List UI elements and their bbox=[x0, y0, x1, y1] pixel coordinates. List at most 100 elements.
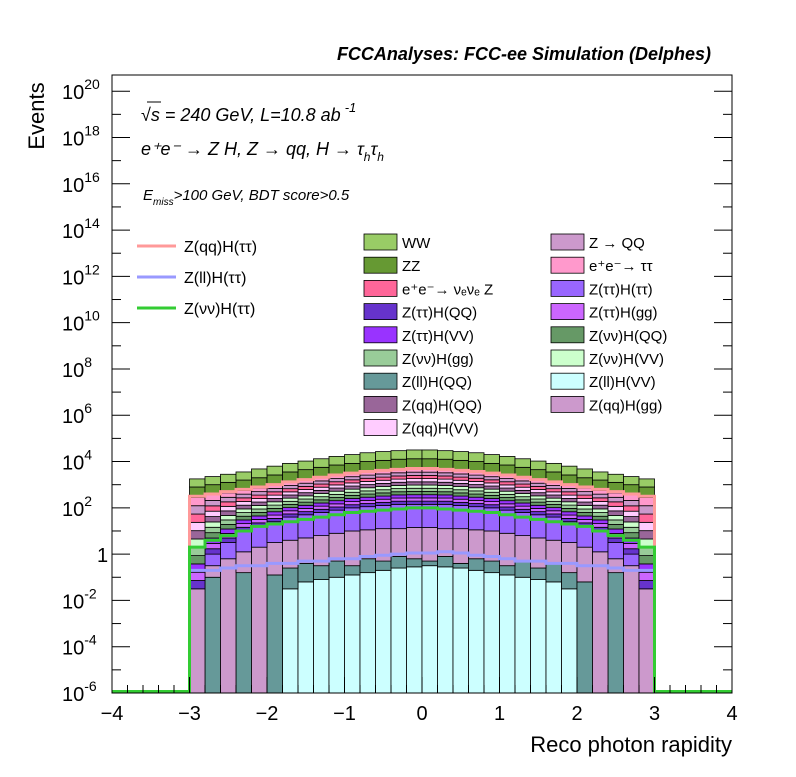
bar-z-qq bbox=[452, 473, 469, 478]
x-tick-label: −3 bbox=[178, 703, 201, 725]
bar-ztautau-hgg bbox=[375, 498, 392, 503]
bar-znunu-hvv bbox=[592, 508, 609, 513]
bar-znunu-hqq bbox=[623, 532, 640, 539]
bar-zqq-hgg bbox=[328, 532, 345, 562]
bar-z-qq bbox=[282, 485, 299, 490]
y-tick-label: 1010 bbox=[62, 308, 100, 336]
bar-zqq-hgg bbox=[638, 588, 655, 693]
bar-zll-hqq bbox=[297, 562, 314, 583]
bar-zll-hqq bbox=[328, 560, 345, 578]
bar-znunu-hvv bbox=[561, 501, 578, 506]
bar-znunu-hvv bbox=[220, 515, 237, 521]
bar-z-qq bbox=[623, 500, 640, 507]
bar-znunu-hgg bbox=[406, 487, 423, 492]
bar-ztautau-hvv bbox=[452, 495, 469, 500]
bar-ztautau-hgg bbox=[623, 542, 640, 550]
bar-ww bbox=[189, 478, 206, 488]
bar-zqq-hvv bbox=[220, 505, 237, 512]
process-annotation: e⁺e⁻ → Z H, Z → qq, H → τhτh bbox=[141, 139, 384, 164]
bar-znunu-hgg bbox=[483, 491, 500, 496]
bar-ztautau-hgg bbox=[328, 503, 345, 508]
bar-ztautau-hgg bbox=[297, 508, 314, 513]
bar-ww bbox=[545, 462, 562, 473]
y-tick-label: 1016 bbox=[62, 169, 100, 197]
bar-znunu-hvv bbox=[204, 521, 221, 528]
bar-z-qq bbox=[561, 488, 578, 493]
bar-ztautau-hqq bbox=[297, 511, 314, 516]
bar-zqq-hvv bbox=[344, 482, 361, 487]
bar-zqq-hqq bbox=[561, 498, 578, 503]
stack-legend-swatch bbox=[363, 256, 398, 274]
bar-zll-hqq bbox=[390, 556, 407, 569]
bar-zqq-hgg bbox=[220, 558, 237, 693]
stack-legend-swatch bbox=[363, 372, 398, 390]
bar-znunu-hqq bbox=[638, 555, 655, 565]
bar-ee-nunuz bbox=[468, 477, 485, 482]
bar-ztautau-hvv bbox=[437, 494, 454, 499]
bar-ee-nunuz bbox=[530, 485, 547, 490]
bar-ee-nunuz bbox=[328, 481, 345, 486]
bar-zll-hvv bbox=[390, 567, 407, 693]
bar-zll-hvv bbox=[375, 569, 392, 693]
y-tick-label: 1 bbox=[97, 545, 108, 567]
bar-znunu-hgg bbox=[499, 493, 516, 498]
bar-ww bbox=[220, 473, 237, 483]
stack-legend-swatch bbox=[550, 372, 585, 390]
bar-zqq-hvv bbox=[514, 486, 531, 491]
bar-znunu-hvv bbox=[421, 484, 438, 489]
bar-ww bbox=[638, 478, 655, 488]
bar-zqq-hvv bbox=[499, 484, 516, 489]
bar-zqq-hvv bbox=[235, 501, 252, 506]
bar-znunu-hqq bbox=[592, 515, 609, 521]
bar-zqq-hqq bbox=[375, 483, 392, 487]
bar-zqq-hgg bbox=[359, 529, 376, 560]
bar-znunu-hgg bbox=[313, 496, 330, 501]
bar-zll-hqq bbox=[530, 567, 547, 580]
bar-znunu-hvv bbox=[452, 486, 469, 491]
bar-znunu-hgg bbox=[375, 489, 392, 494]
bar-znunu-hvv bbox=[359, 487, 376, 492]
bar-znunu-hvv bbox=[266, 501, 283, 506]
bar-zqq-hqq bbox=[452, 483, 469, 487]
bar-z-qq bbox=[421, 471, 438, 476]
bar-znunu-hqq bbox=[282, 504, 299, 509]
bar-ee-tautau bbox=[204, 494, 221, 501]
bar-zqq-hqq bbox=[235, 504, 252, 510]
bar-zqq-hqq bbox=[204, 516, 221, 523]
bar-znunu-hvv bbox=[530, 495, 547, 500]
bar-zll-hvv bbox=[344, 574, 361, 693]
stack-legend-label: Z(ττ)H(QQ) bbox=[402, 305, 477, 322]
y-tick-label: 1020 bbox=[62, 76, 100, 104]
line-legend: Z(qq)H(ττ) Z(ll)H(ττ) Z(νν)H(ττ) bbox=[137, 239, 257, 318]
bar-ee-nunuz bbox=[561, 491, 578, 496]
bar-ww bbox=[282, 462, 299, 473]
bar-z-qq bbox=[375, 473, 392, 478]
bar-znunu-hvv bbox=[390, 485, 407, 489]
stack-legend-label: Z(νν)H(VV) bbox=[589, 351, 664, 368]
bar-znunu-hqq bbox=[499, 497, 516, 502]
bar-ztautau-hvv bbox=[313, 502, 330, 507]
bar-znunu-hqq bbox=[514, 499, 531, 504]
bar-z-qq bbox=[437, 472, 454, 477]
bar-ztautau-hvv bbox=[297, 504, 314, 509]
bar-z-qq bbox=[235, 493, 252, 499]
bar-znunu-hvv bbox=[375, 486, 392, 491]
stack-legend-label: Z → QQ bbox=[589, 235, 645, 252]
bar-zqq-hqq bbox=[483, 485, 500, 490]
bar-ztautau-hqq bbox=[483, 504, 500, 509]
bar-ww bbox=[297, 460, 314, 471]
bar-ztautau-hqq bbox=[189, 580, 206, 590]
bar-zqq-hqq bbox=[638, 530, 655, 540]
bar-zqq-hvv bbox=[390, 478, 407, 483]
bar-ztautau-hvv bbox=[561, 511, 578, 516]
bar-zll-hqq bbox=[204, 576, 221, 693]
bar-zll-hvv bbox=[545, 581, 562, 693]
stack-legend-swatch bbox=[363, 279, 398, 297]
bar-znunu-hvv bbox=[313, 493, 330, 498]
x-axis-title: Reco photon rapidity bbox=[530, 732, 732, 757]
bar-znunu-hqq bbox=[344, 494, 361, 499]
bar-ztautau-hqq bbox=[468, 503, 485, 508]
y-tick-label: 1012 bbox=[62, 261, 100, 289]
bar-znunu-hvv bbox=[576, 505, 593, 510]
bar-zqq-hqq bbox=[437, 481, 454, 486]
